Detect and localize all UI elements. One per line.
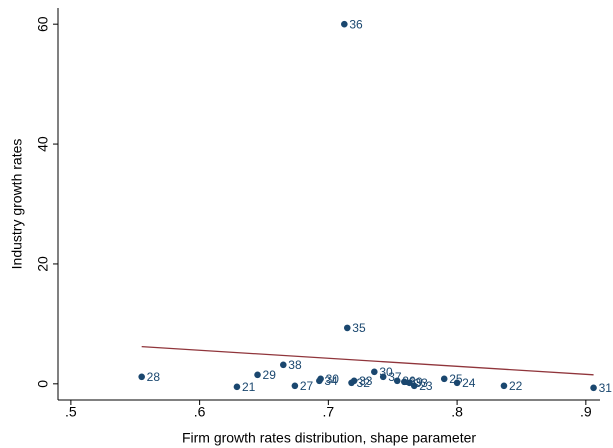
y-axis-title: Industry growth rates	[9, 139, 25, 270]
x-tick-label: .8	[451, 404, 463, 420]
point-label: 32	[357, 376, 371, 390]
point	[254, 371, 261, 379]
point	[500, 382, 508, 390]
y-tick-label: 60	[35, 16, 51, 32]
point-label: 29	[263, 368, 277, 382]
point	[279, 361, 287, 369]
point-label: 27	[300, 379, 314, 393]
x-tick-label: .7	[323, 404, 335, 420]
point-label: 21	[242, 380, 256, 394]
point	[317, 375, 324, 383]
point	[233, 383, 241, 391]
x-tick-label: .5	[65, 404, 77, 420]
fit-line	[141, 346, 594, 376]
point-label: 34	[324, 374, 338, 388]
point	[291, 382, 299, 390]
point-label: 28	[147, 370, 161, 384]
point-label: 33	[414, 376, 428, 390]
y-tick-label: 20	[35, 256, 51, 272]
point-label: 23	[419, 379, 433, 393]
point	[440, 375, 448, 383]
point-label: 31	[599, 381, 613, 395]
point-label: 30	[326, 372, 340, 386]
point-label: 24	[462, 376, 476, 390]
y-tick-label: 40	[35, 136, 51, 152]
point	[341, 20, 348, 28]
point	[410, 382, 418, 390]
point-label: 33	[359, 374, 373, 388]
point	[401, 378, 408, 386]
point	[379, 373, 387, 381]
point	[453, 379, 461, 387]
point	[350, 377, 358, 385]
point	[406, 379, 413, 387]
point-label: 22	[509, 379, 523, 393]
point	[590, 384, 597, 392]
point-label: 36	[349, 17, 363, 31]
x-axis-title: Firm growth rates distribution, shape pa…	[182, 430, 476, 446]
point-label: 35	[352, 321, 366, 335]
x-tick-label: .9	[580, 404, 592, 420]
point	[371, 368, 378, 376]
point-label: 38	[288, 358, 302, 372]
point	[138, 373, 145, 381]
point	[393, 377, 401, 385]
y-tick-label: 0	[35, 380, 51, 388]
x-tick-label: .6	[194, 404, 206, 420]
point	[343, 324, 351, 332]
